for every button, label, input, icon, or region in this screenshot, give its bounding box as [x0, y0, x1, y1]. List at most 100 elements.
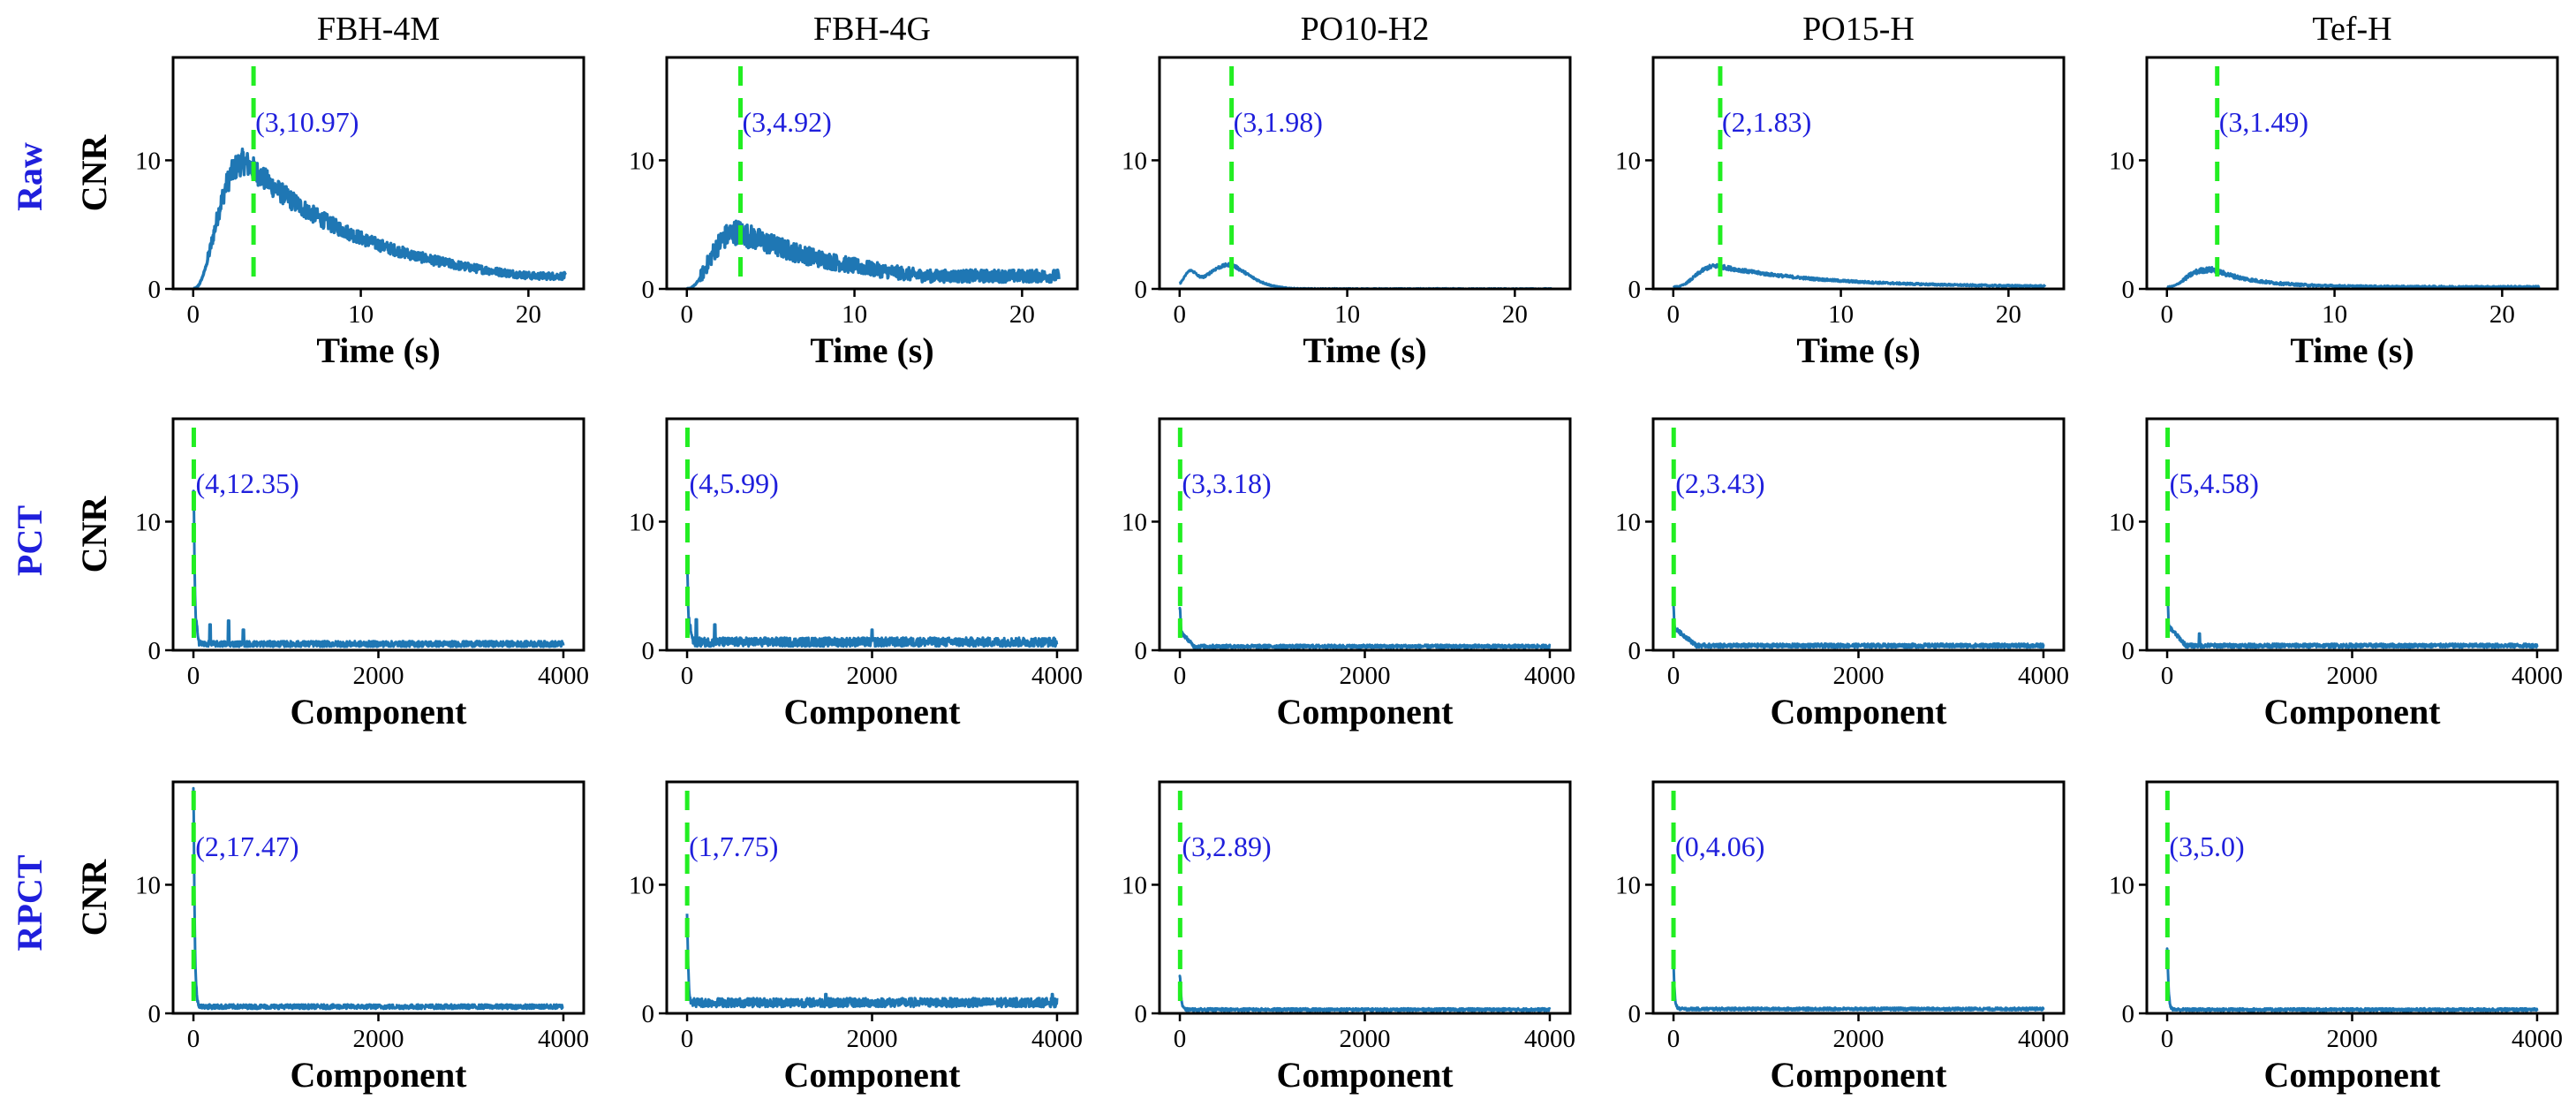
x-axis-title: Component — [290, 1055, 467, 1095]
x-tick-label: 0 — [2161, 300, 2174, 329]
peak-annotation: (4,12.35) — [195, 467, 298, 499]
plot-area — [685, 66, 1061, 289]
cnr-series-line — [192, 148, 567, 289]
plot-area — [191, 786, 565, 1013]
axes-frame — [1158, 780, 1572, 1015]
x-axis-title: Time (s) — [1303, 330, 1426, 370]
peak-annotation: (3,3.18) — [1182, 467, 1271, 499]
x-axis-title: Component — [783, 692, 961, 732]
axes-frame — [665, 780, 1079, 1015]
axes-frame — [2145, 56, 2559, 291]
plot-area — [2164, 791, 2539, 1013]
x-tick-label: 4000 — [1524, 1025, 1575, 1053]
y-tick-label: 10 — [1615, 147, 1641, 175]
peak-annotation: (2,3.43) — [1675, 467, 1764, 499]
y-tick-label: 0 — [148, 276, 162, 304]
x-tick-label: 0 — [187, 662, 200, 690]
x-tick-label: 20 — [1502, 300, 1528, 329]
y-axis-title: CNR — [74, 496, 114, 573]
column-title-fbh-4m: FBH-4M — [317, 11, 440, 48]
y-tick-label: 0 — [2122, 1000, 2135, 1028]
y-tick-label: 10 — [629, 508, 654, 536]
x-tick-label: 20 — [2489, 300, 2515, 329]
row-label-raw: Raw — [10, 142, 49, 211]
peak-annotation: (4,5.99) — [689, 467, 778, 499]
plot-area — [2165, 66, 2541, 289]
x-tick-label: 10 — [842, 300, 867, 329]
x-axis-title: Time (s) — [1796, 330, 1920, 370]
plot-area — [1177, 791, 1552, 1013]
peak-annotation: (3,10.97) — [255, 106, 359, 138]
row-labels: Raw PCT RPCT — [10, 142, 49, 951]
peak-annotation: (3,1.49) — [2219, 106, 2308, 138]
panel-pct-fbh-4m: (4,12.35) 0 2000 4000 0 10 Component CNR — [74, 417, 589, 732]
axes-frame — [171, 417, 585, 652]
x-tick-label: 2000 — [1340, 662, 1391, 690]
axes-frame — [2145, 417, 2559, 652]
panel-pct-po15-h: (2,3.43) 0 2000 4000 0 10 Component — [1615, 417, 2069, 732]
y-tick-label: 0 — [642, 637, 655, 665]
x-tick-label: 4000 — [538, 1025, 589, 1053]
column-titles: FBH-4M FBH-4G PO10-H2 PO15-H Tef-H — [317, 11, 2392, 48]
y-axis-title: CNR — [74, 859, 114, 936]
y-tick-label: 10 — [1122, 508, 1147, 536]
cnr-series-line — [2165, 947, 2539, 1012]
x-axis-title: Component — [2263, 692, 2441, 732]
x-tick-label: 0 — [1667, 662, 1681, 690]
x-tick-label: 0 — [1667, 1025, 1681, 1053]
x-axis-title: Time (s) — [810, 330, 933, 370]
y-tick-label: 0 — [2122, 637, 2135, 665]
y-tick-label: 10 — [2109, 508, 2134, 536]
column-title-tef-h: Tef-H — [2312, 11, 2391, 48]
axes-frame — [665, 56, 1079, 291]
x-tick-label: 2000 — [847, 662, 898, 690]
peak-annotation: (0,4.06) — [1675, 830, 1764, 862]
y-tick-label: 0 — [1135, 637, 1148, 665]
x-tick-label: 2000 — [1833, 1025, 1885, 1053]
cnr-series-line — [1672, 262, 2047, 289]
x-axis-title: Component — [1770, 1055, 1947, 1095]
panel-pct-po10-h2: (3,3.18) 0 2000 4000 0 10 Component — [1122, 417, 1575, 732]
x-axis-title: Component — [2263, 1055, 2441, 1095]
x-tick-label: 10 — [1828, 300, 1854, 329]
x-tick-label: 2000 — [353, 662, 404, 690]
panel-rpct-po15-h: (0,4.06) 0 2000 4000 0 10 Component — [1615, 780, 2069, 1095]
x-tick-label: 4000 — [2018, 1025, 2069, 1053]
x-axis-title: Component — [783, 1055, 961, 1095]
x-axis-title: Component — [1770, 692, 1947, 732]
y-tick-label: 10 — [629, 871, 654, 899]
cnr-series-line — [1178, 606, 1552, 649]
y-tick-label: 0 — [642, 1000, 655, 1028]
column-title-fbh-4g: FBH-4G — [813, 11, 931, 48]
x-tick-label: 0 — [187, 300, 200, 329]
panel-rpct-fbh-4m: (2,17.47) 0 2000 4000 0 10 Component CNR — [74, 780, 589, 1095]
x-tick-label: 4000 — [1524, 662, 1575, 690]
x-tick-label: 2000 — [2327, 1025, 2378, 1053]
x-tick-label: 2000 — [353, 1025, 404, 1053]
y-tick-label: 10 — [135, 871, 161, 899]
x-axis-title: Component — [290, 692, 467, 732]
cnr-series-line — [1672, 959, 2045, 1012]
cnr-series-line — [192, 786, 565, 1011]
cnr-series-line — [2165, 266, 2541, 289]
y-tick-label: 10 — [1615, 508, 1641, 536]
peak-annotation: (3,1.98) — [1234, 106, 1323, 138]
x-tick-label: 4000 — [2512, 1025, 2563, 1053]
axes-frame — [171, 56, 585, 291]
y-tick-label: 10 — [1122, 871, 1147, 899]
x-tick-label: 4000 — [2018, 662, 2069, 690]
y-tick-label: 10 — [2109, 147, 2134, 175]
y-tick-label: 0 — [148, 637, 162, 665]
plot-area — [1177, 428, 1552, 650]
y-tick-label: 10 — [135, 147, 161, 175]
y-axis-title: CNR — [74, 134, 114, 212]
y-tick-label: 10 — [629, 147, 654, 175]
panel-rpct-tef-h: (3,5.0) 0 2000 4000 0 10 Component — [2109, 780, 2563, 1095]
panel-pct-tef-h: (5,4.58) 0 2000 4000 0 10 Component — [2109, 417, 2563, 732]
y-tick-label: 0 — [1628, 637, 1642, 665]
peak-annotation: (1,7.75) — [689, 830, 778, 862]
peak-annotation: (3,5.0) — [2169, 830, 2244, 862]
x-tick-label: 4000 — [538, 662, 589, 690]
